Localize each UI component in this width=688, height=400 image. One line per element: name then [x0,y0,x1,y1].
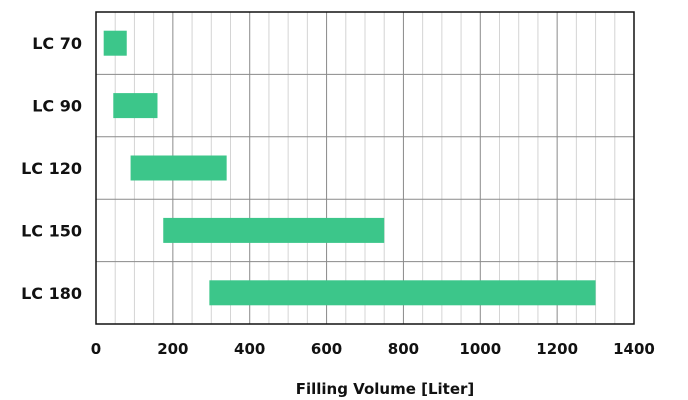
bar-lc-150 [163,217,385,243]
bar-lc-90 [113,93,158,119]
bar-lc-70 [103,30,127,56]
x-tick-label: 1400 [613,340,655,358]
x-tick-label: 400 [234,340,265,358]
grid-lines [96,12,634,324]
x-tick-label: 200 [157,340,188,358]
x-axis-title: Filling Volume [Liter] [296,380,475,398]
category-label: LC 90 [32,97,82,116]
x-tick-label: 0 [91,340,101,358]
bar-lc-180 [209,280,596,306]
x-tick-label: 600 [311,340,342,358]
category-label: LC 150 [21,221,82,240]
category-label: LC 70 [32,34,82,53]
x-tick-label: 800 [388,340,419,358]
x-tick-labels: 0 200 400 600 800 1000 1200 1400 [91,340,655,358]
plot-frame [95,11,635,325]
bars [103,30,596,306]
category-label: LC 180 [21,284,82,303]
x-tick-label: 1200 [536,340,578,358]
category-labels: LC 70 LC 90 LC 120 LC 150 LC 180 [21,34,82,303]
category-label: LC 120 [21,159,82,178]
bar-lc-120 [130,155,227,181]
x-tick-label: 1000 [459,340,501,358]
